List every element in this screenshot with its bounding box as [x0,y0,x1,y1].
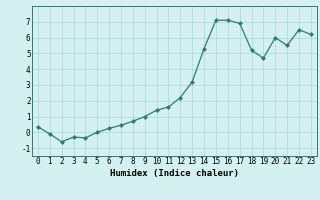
X-axis label: Humidex (Indice chaleur): Humidex (Indice chaleur) [110,169,239,178]
